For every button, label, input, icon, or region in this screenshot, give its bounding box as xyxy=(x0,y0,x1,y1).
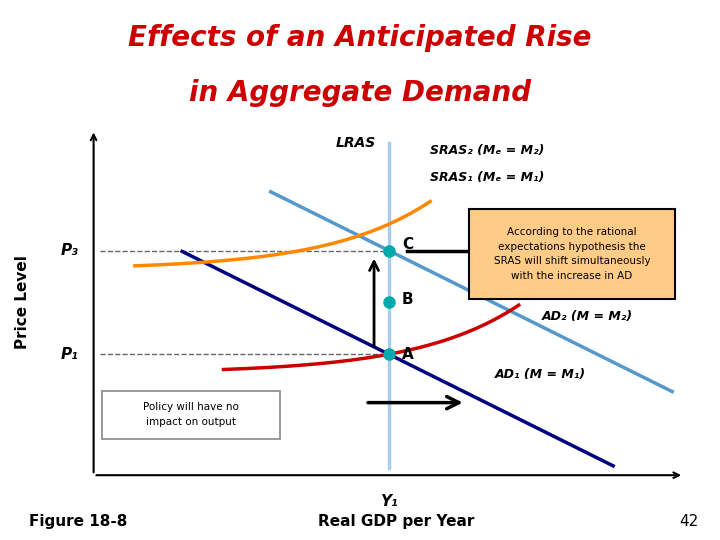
Text: 42: 42 xyxy=(679,514,698,529)
Text: A: A xyxy=(402,347,413,362)
Text: Figure 18-8: Figure 18-8 xyxy=(29,514,127,529)
Text: Effects of an Anticipated Rise: Effects of an Anticipated Rise xyxy=(128,24,592,52)
FancyBboxPatch shape xyxy=(469,209,675,299)
Text: According to the rational
expectations hypothesis the
SRAS will shift simultaneo: According to the rational expectations h… xyxy=(493,227,650,281)
Text: Y₁: Y₁ xyxy=(380,494,397,509)
Text: Real GDP per Year: Real GDP per Year xyxy=(318,514,474,529)
Text: Price Level: Price Level xyxy=(15,255,30,349)
Text: LRAS: LRAS xyxy=(336,136,377,150)
Text: C: C xyxy=(402,237,413,252)
Text: P₃: P₃ xyxy=(61,243,79,258)
Text: AD₂ (M = M₂): AD₂ (M = M₂) xyxy=(542,309,634,323)
Text: SRAS₂ (Mₑ = M₂): SRAS₂ (Mₑ = M₂) xyxy=(430,144,544,157)
Text: B: B xyxy=(402,292,413,307)
Text: SRAS₁ (Mₑ = M₁): SRAS₁ (Mₑ = M₁) xyxy=(430,171,544,185)
Text: P₁: P₁ xyxy=(61,347,79,362)
Text: AD₁ (M = M₁): AD₁ (M = M₁) xyxy=(495,368,586,381)
FancyBboxPatch shape xyxy=(102,390,279,439)
Text: Policy will have no
impact on output: Policy will have no impact on output xyxy=(143,402,239,427)
Text: in Aggregate Demand: in Aggregate Demand xyxy=(189,79,531,107)
